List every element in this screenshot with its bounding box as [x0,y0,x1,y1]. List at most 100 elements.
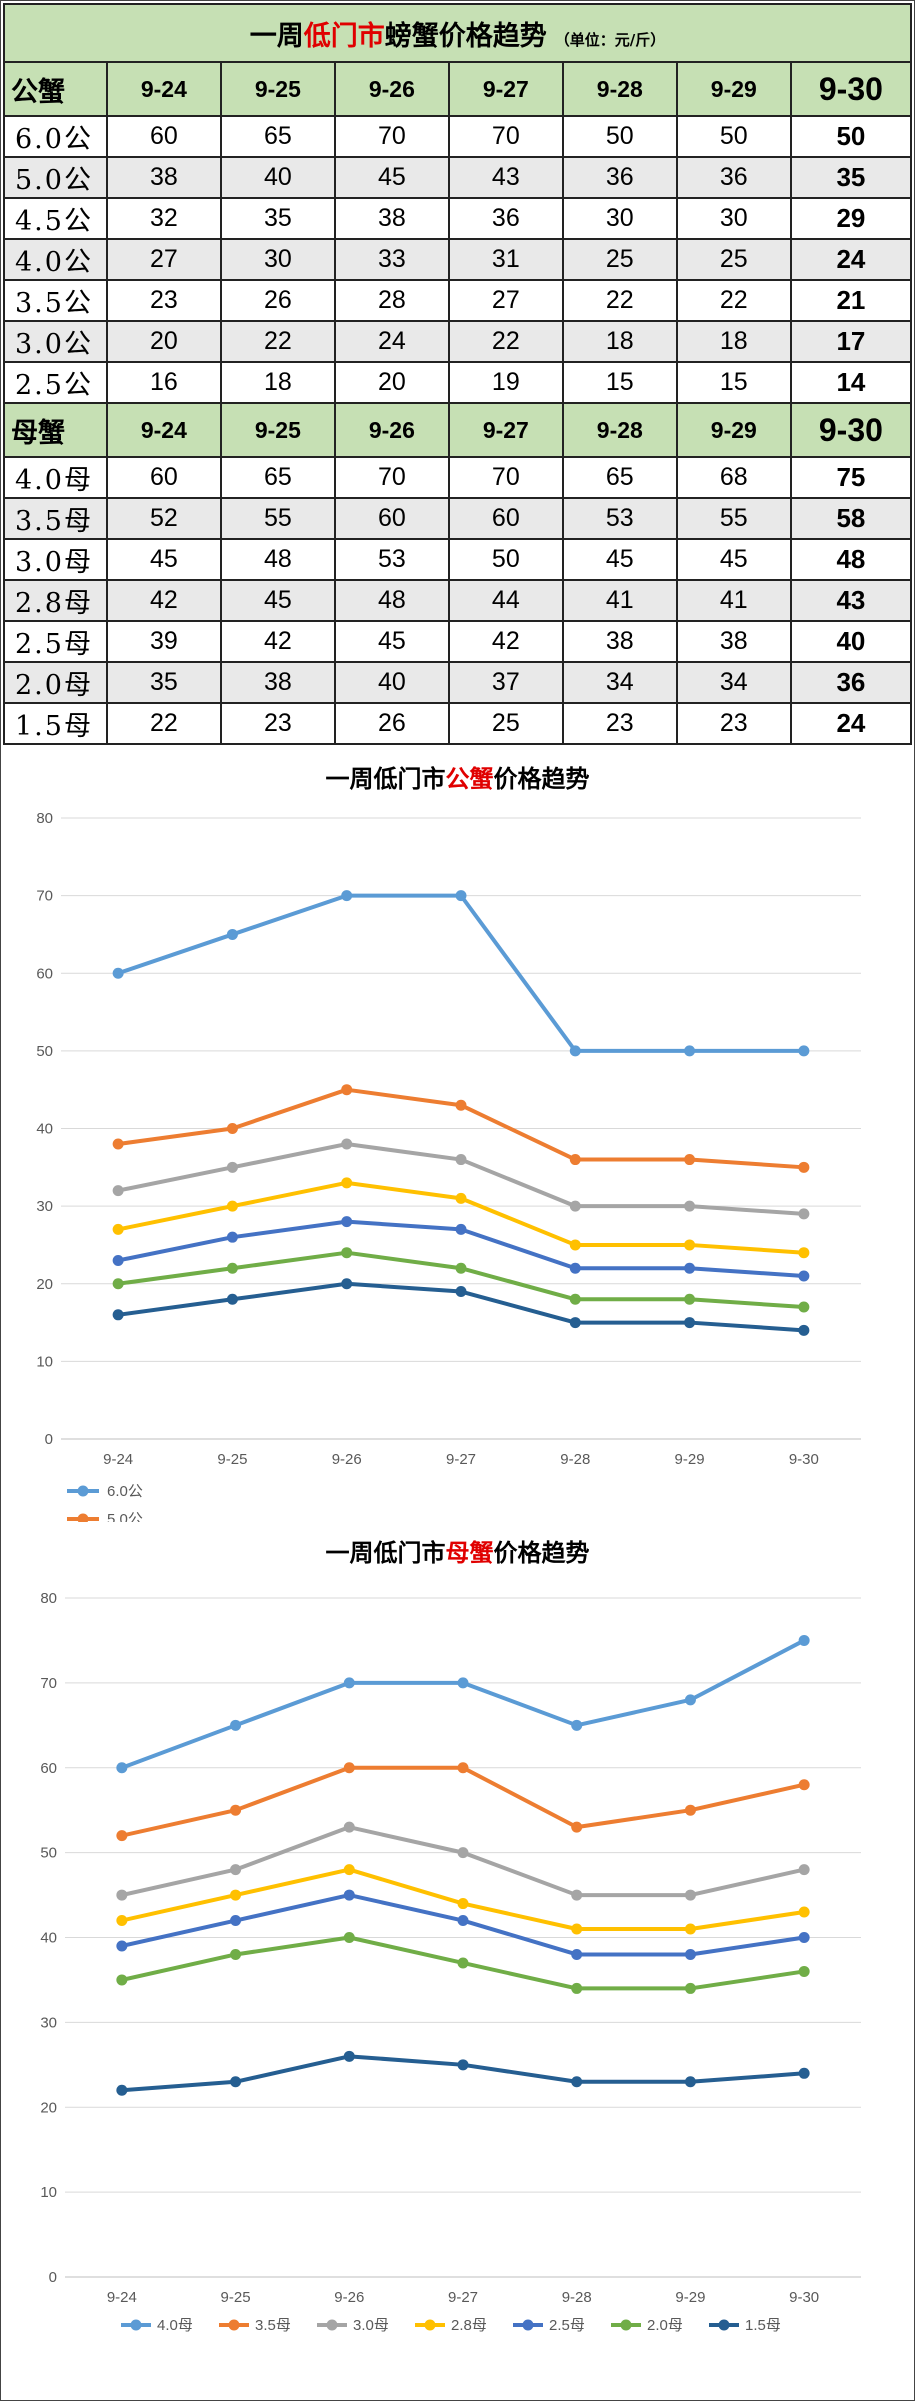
price-cell: 24 [789,702,913,745]
price-cell: 50 [789,115,913,158]
price-cell: 50 [447,538,564,581]
x-tick-label: 9-24 [103,1451,133,1468]
price-cell: 60 [105,115,222,158]
date-header: 9-25 [219,402,336,458]
price-cell: 21 [789,279,913,322]
price-cell: 40 [219,156,336,199]
price-cell: 22 [561,279,678,322]
price-cell: 22 [675,279,792,322]
data-point [684,1262,696,1274]
legend-label: 3.5母 [255,2317,291,2334]
data-point [116,1940,128,1952]
table-title: 一周低门市螃蟹价格趋势 （单位：元/斤） [3,3,912,63]
data-point [798,1932,810,1943]
data-point [571,1982,583,1994]
legend-marker [718,2319,730,2331]
price-cell: 70 [447,115,564,158]
price-cell: 65 [219,456,336,499]
y-tick-label: 70 [40,1675,57,1692]
table-row: 2.8母 42 45 48 44 41 41 43 [3,579,913,622]
data-point [457,1847,469,1859]
price-cell: 36 [561,156,678,199]
chart-title-highlight: 母蟹 [446,1538,494,1567]
price-cell: 29 [789,197,913,240]
data-point [798,1324,810,1336]
data-point [112,1254,124,1266]
price-cell: 30 [219,238,336,281]
price-cell: 42 [447,620,564,663]
data-point [798,1247,810,1259]
data-point [569,1317,581,1329]
data-point [343,1889,355,1901]
legend-label: 3.0母 [353,2317,389,2334]
price-cell: 16 [105,361,222,404]
chart-title: 一周低门市公蟹价格趋势 [326,764,590,793]
chart-svg: 一周低门市公蟹价格趋势 0 10 20 30 40 50 60 70 80 9-24 9-25 9-26… [36,764,861,1522]
price-cell: 45 [561,538,678,581]
table-title-suffix: 螃蟹价格趋势 [384,20,547,52]
price-cell: 48 [219,538,336,581]
y-tick-label: 30 [40,2014,57,2031]
data-point [226,1231,238,1243]
price-cell: 65 [561,456,678,499]
x-tick-label: 9-30 [789,1451,819,1468]
data-point [455,1262,467,1274]
data-point [569,1293,581,1305]
data-point [455,890,467,902]
data-point [226,928,238,940]
date-header: 9-25 [219,61,336,117]
data-point [116,1830,128,1842]
price-table: 一周低门市螃蟹价格趋势 （单位：元/斤） 公蟹 9-24 9-25 9-26 9-27 9-2… [3,3,913,745]
data-point [684,1694,696,1706]
legend-marker [228,2319,240,2331]
x-tick-label: 9-29 [675,2289,705,2306]
table-title-prefix: 一周 [249,20,304,52]
row-label: 4.0母 [3,456,108,499]
price-cell: 60 [447,497,564,540]
data-point [116,1915,128,1927]
price-cell: 38 [105,156,222,199]
price-cell: 45 [105,538,222,581]
price-cell: 55 [675,497,792,540]
data-point [457,1915,469,1927]
data-point [798,1906,810,1918]
data-point [341,1278,353,1290]
date-header: 9-24 [105,402,222,458]
data-point [455,1286,467,1298]
price-cell: 14 [789,361,913,404]
data-point [226,1123,238,1134]
price-cell: 27 [447,279,564,322]
price-cell: 18 [561,320,678,363]
price-cell: 40 [789,620,913,663]
data-point [571,1889,583,1901]
row-label: 3.5母 [3,497,108,540]
price-cell: 20 [105,320,222,363]
price-cell: 15 [561,361,678,404]
data-point [684,1293,696,1305]
price-cell: 43 [447,156,564,199]
price-cell: 35 [105,661,222,704]
y-tick-label: 80 [36,810,53,827]
male-header-row: 公蟹 9-24 9-25 9-26 9-27 9-28 9-29 9-30 [3,61,913,117]
chart-svg: 一周低门市母蟹价格趋势 0 10 20 30 40 50 60 70 80 9-24 9-25 9-26… [40,1538,861,2334]
price-cell: 39 [105,620,222,663]
data-point [230,1864,242,1876]
row-label: 4.0公 [3,238,108,281]
data-point [226,1161,238,1173]
data-point [457,2059,469,2071]
y-tick-label: 80 [40,1590,57,1607]
data-point [455,1099,467,1111]
price-cell: 40 [333,661,450,704]
date-header: 9-27 [447,402,564,458]
price-cell: 23 [561,702,678,745]
data-point [457,1677,469,1689]
data-point [341,1177,353,1189]
row-label: 4.5公 [3,197,108,240]
price-cell: 22 [219,320,336,363]
price-cell: 20 [333,361,450,404]
date-header: 9-27 [447,61,564,117]
price-cell: 30 [561,197,678,240]
price-cell: 35 [789,156,913,199]
price-cell: 52 [105,497,222,540]
